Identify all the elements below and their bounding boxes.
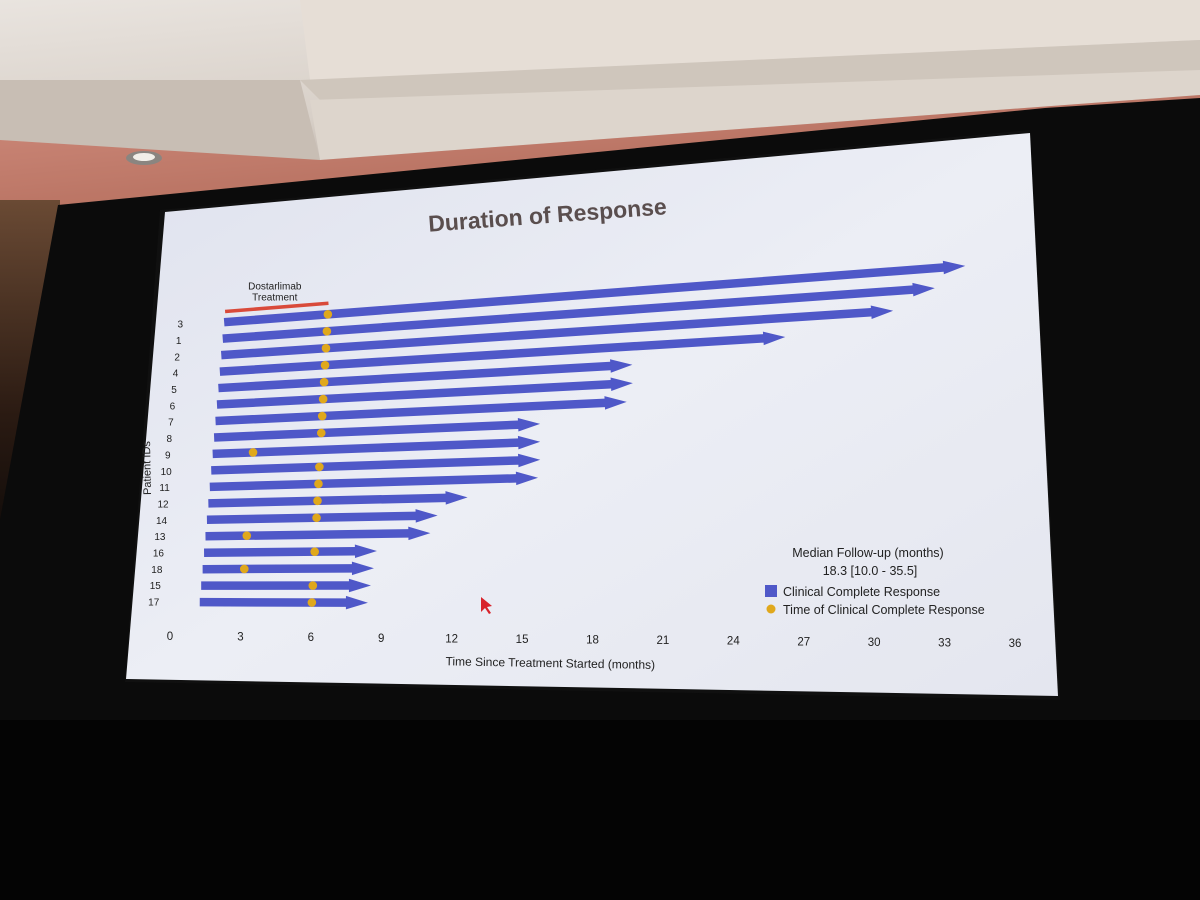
response-bar (204, 544, 377, 559)
ccr-dot (310, 547, 319, 556)
x-tick-label: 30 (868, 637, 881, 649)
patient-id-label: 5 (171, 385, 177, 396)
patient-id-label: 2 (174, 352, 180, 363)
x-tick-label: 3 (237, 632, 243, 644)
x-tick-label: 24 (727, 636, 740, 648)
legend-dot-swatch (766, 604, 776, 614)
legend-dot-label: Time of Clinical Complete Response (783, 603, 985, 617)
patient-id-label: 15 (150, 581, 162, 592)
response-bar (209, 471, 539, 492)
x-tick-label: 12 (445, 633, 458, 645)
patient-id-label: 7 (168, 418, 174, 429)
ccr-dot (320, 360, 330, 370)
legend-heading: Median Follow-up (months) (792, 546, 943, 560)
patient-id-label: 12 (158, 499, 170, 510)
patient-id-label: 11 (159, 483, 170, 494)
treatment-label: Dostarlimab (248, 281, 302, 292)
treatment-label: Treatment (252, 292, 297, 303)
ccr-dot (316, 428, 326, 438)
patient-id-label: 18 (151, 565, 163, 576)
x-tick-label: 33 (938, 637, 951, 649)
legend-bar-label: Clinical Complete Response (783, 585, 940, 599)
x-axis-label: Time Since Treatment Started (months) (445, 654, 655, 672)
y-axis-label: Patient IDs (141, 441, 154, 496)
response-bar (222, 282, 935, 343)
x-tick-label: 15 (516, 634, 529, 646)
ccr-dot (314, 479, 323, 489)
patient-id-label: 4 (173, 369, 179, 380)
patient-id-label: 3 (177, 320, 183, 331)
response-bar (211, 453, 541, 475)
ccr-dot (242, 531, 252, 540)
mouse-cursor (481, 597, 492, 614)
treatment-line (224, 301, 329, 314)
ccr-dot (248, 448, 258, 457)
patient-id-label: 8 (167, 434, 173, 445)
ccr-dot (313, 496, 322, 506)
x-tick-label: 0 (167, 631, 173, 643)
patient-id-label: 17 (148, 598, 160, 609)
ccr-dot (312, 513, 321, 523)
response-bar (220, 305, 894, 360)
patient-id-label: 14 (156, 516, 168, 527)
response-bar (213, 418, 541, 442)
patient-id-label: 9 (165, 450, 171, 461)
ccr-dot (322, 326, 332, 336)
ccr-dot (308, 581, 318, 590)
response-bar (208, 491, 468, 508)
response-bar (219, 331, 786, 376)
floor-dark (0, 700, 1200, 900)
ccr-dot (323, 310, 333, 319)
plot-area: 312456789101112141316181517DostarlimabTr… (141, 260, 1022, 672)
patient-id-label: 6 (170, 401, 176, 412)
legend-median-value: 18.3 [10.0 - 35.5] (823, 564, 918, 578)
x-tick-label: 27 (797, 636, 810, 648)
patient-id-label: 10 (161, 467, 173, 478)
patient-id-label: 16 (153, 548, 165, 559)
response-bar (212, 435, 541, 459)
ccr-dot (315, 462, 324, 472)
ccr-dot (321, 343, 331, 353)
ccr-dot (317, 411, 327, 421)
response-bar (205, 526, 431, 541)
x-tick-label: 36 (1009, 638, 1022, 650)
response-bar (215, 396, 627, 426)
x-tick-label: 21 (657, 635, 670, 647)
x-tick-label: 18 (586, 635, 599, 647)
ccr-dot (307, 598, 317, 607)
response-bar (199, 595, 368, 610)
legend-bar-swatch (765, 585, 777, 597)
patient-id-label: 13 (154, 532, 166, 543)
patient-id-label: 1 (176, 336, 182, 347)
response-bar (201, 578, 371, 593)
ccr-dot (318, 394, 328, 404)
ccr-dot (239, 564, 249, 574)
response-bar (206, 509, 438, 525)
x-tick-label: 6 (308, 632, 314, 644)
response-bar (223, 260, 966, 327)
x-tick-label: 9 (378, 633, 384, 645)
ccr-dot (319, 377, 329, 387)
